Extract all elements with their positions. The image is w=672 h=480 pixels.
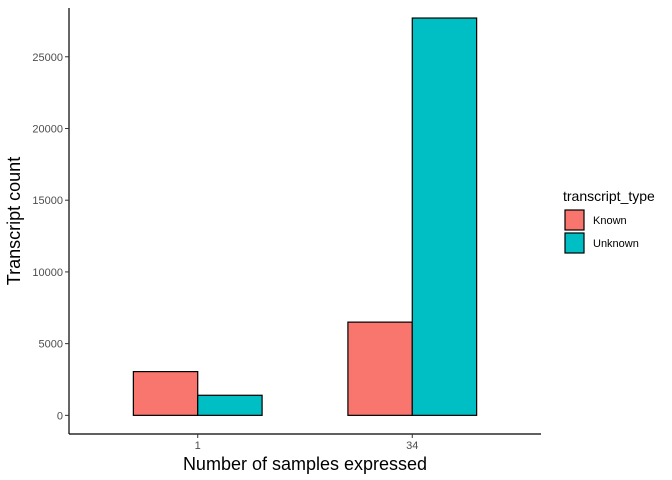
bars-group	[132, 17, 478, 416]
legend-label-known: Known	[593, 215, 627, 227]
bar-unknown-34	[411, 17, 478, 416]
legend-swatch-known	[564, 209, 585, 231]
y-ticks: 0 5000 10000 15000 20000 25000	[32, 52, 69, 422]
bar-unknown-1	[197, 394, 263, 416]
y-tick-label: 5000	[39, 339, 63, 351]
bar-known-34	[347, 321, 413, 416]
y-axis-title: Transcript count	[4, 157, 24, 285]
y-tick-label: 0	[57, 410, 63, 422]
legend-label-unknown: Unknown	[593, 238, 639, 250]
x-axis: 1 34	[69, 433, 541, 452]
legend-swatch-unknown	[564, 232, 585, 254]
legend-items: Known Unknown	[564, 209, 639, 254]
y-tick-label: 25000	[32, 52, 63, 64]
y-tick-label: 10000	[32, 267, 63, 279]
y-tick-label: 15000	[32, 195, 63, 207]
legend-title: transcript_type	[563, 188, 655, 204]
x-axis-title: Number of samples expressed	[183, 454, 427, 474]
x-tick-label: 1	[195, 440, 201, 452]
legend: transcript_type Known Unknown	[563, 188, 655, 254]
bar-known-1	[132, 371, 199, 416]
y-axis: 0 5000 10000 15000 20000 25000	[32, 8, 70, 434]
x-tick-label: 34	[406, 440, 418, 452]
y-tick-label: 20000	[32, 123, 63, 135]
x-ticks: 1 34	[195, 434, 418, 452]
